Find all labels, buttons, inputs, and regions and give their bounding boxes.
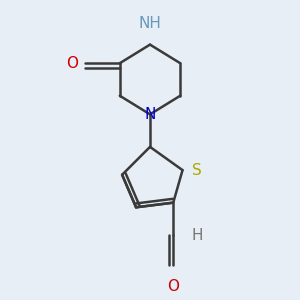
Text: S: S xyxy=(192,163,202,178)
Text: NH: NH xyxy=(139,16,161,31)
Text: O: O xyxy=(167,279,179,294)
Text: O: O xyxy=(66,56,78,71)
Text: N: N xyxy=(144,107,156,122)
Text: H: H xyxy=(192,228,203,243)
